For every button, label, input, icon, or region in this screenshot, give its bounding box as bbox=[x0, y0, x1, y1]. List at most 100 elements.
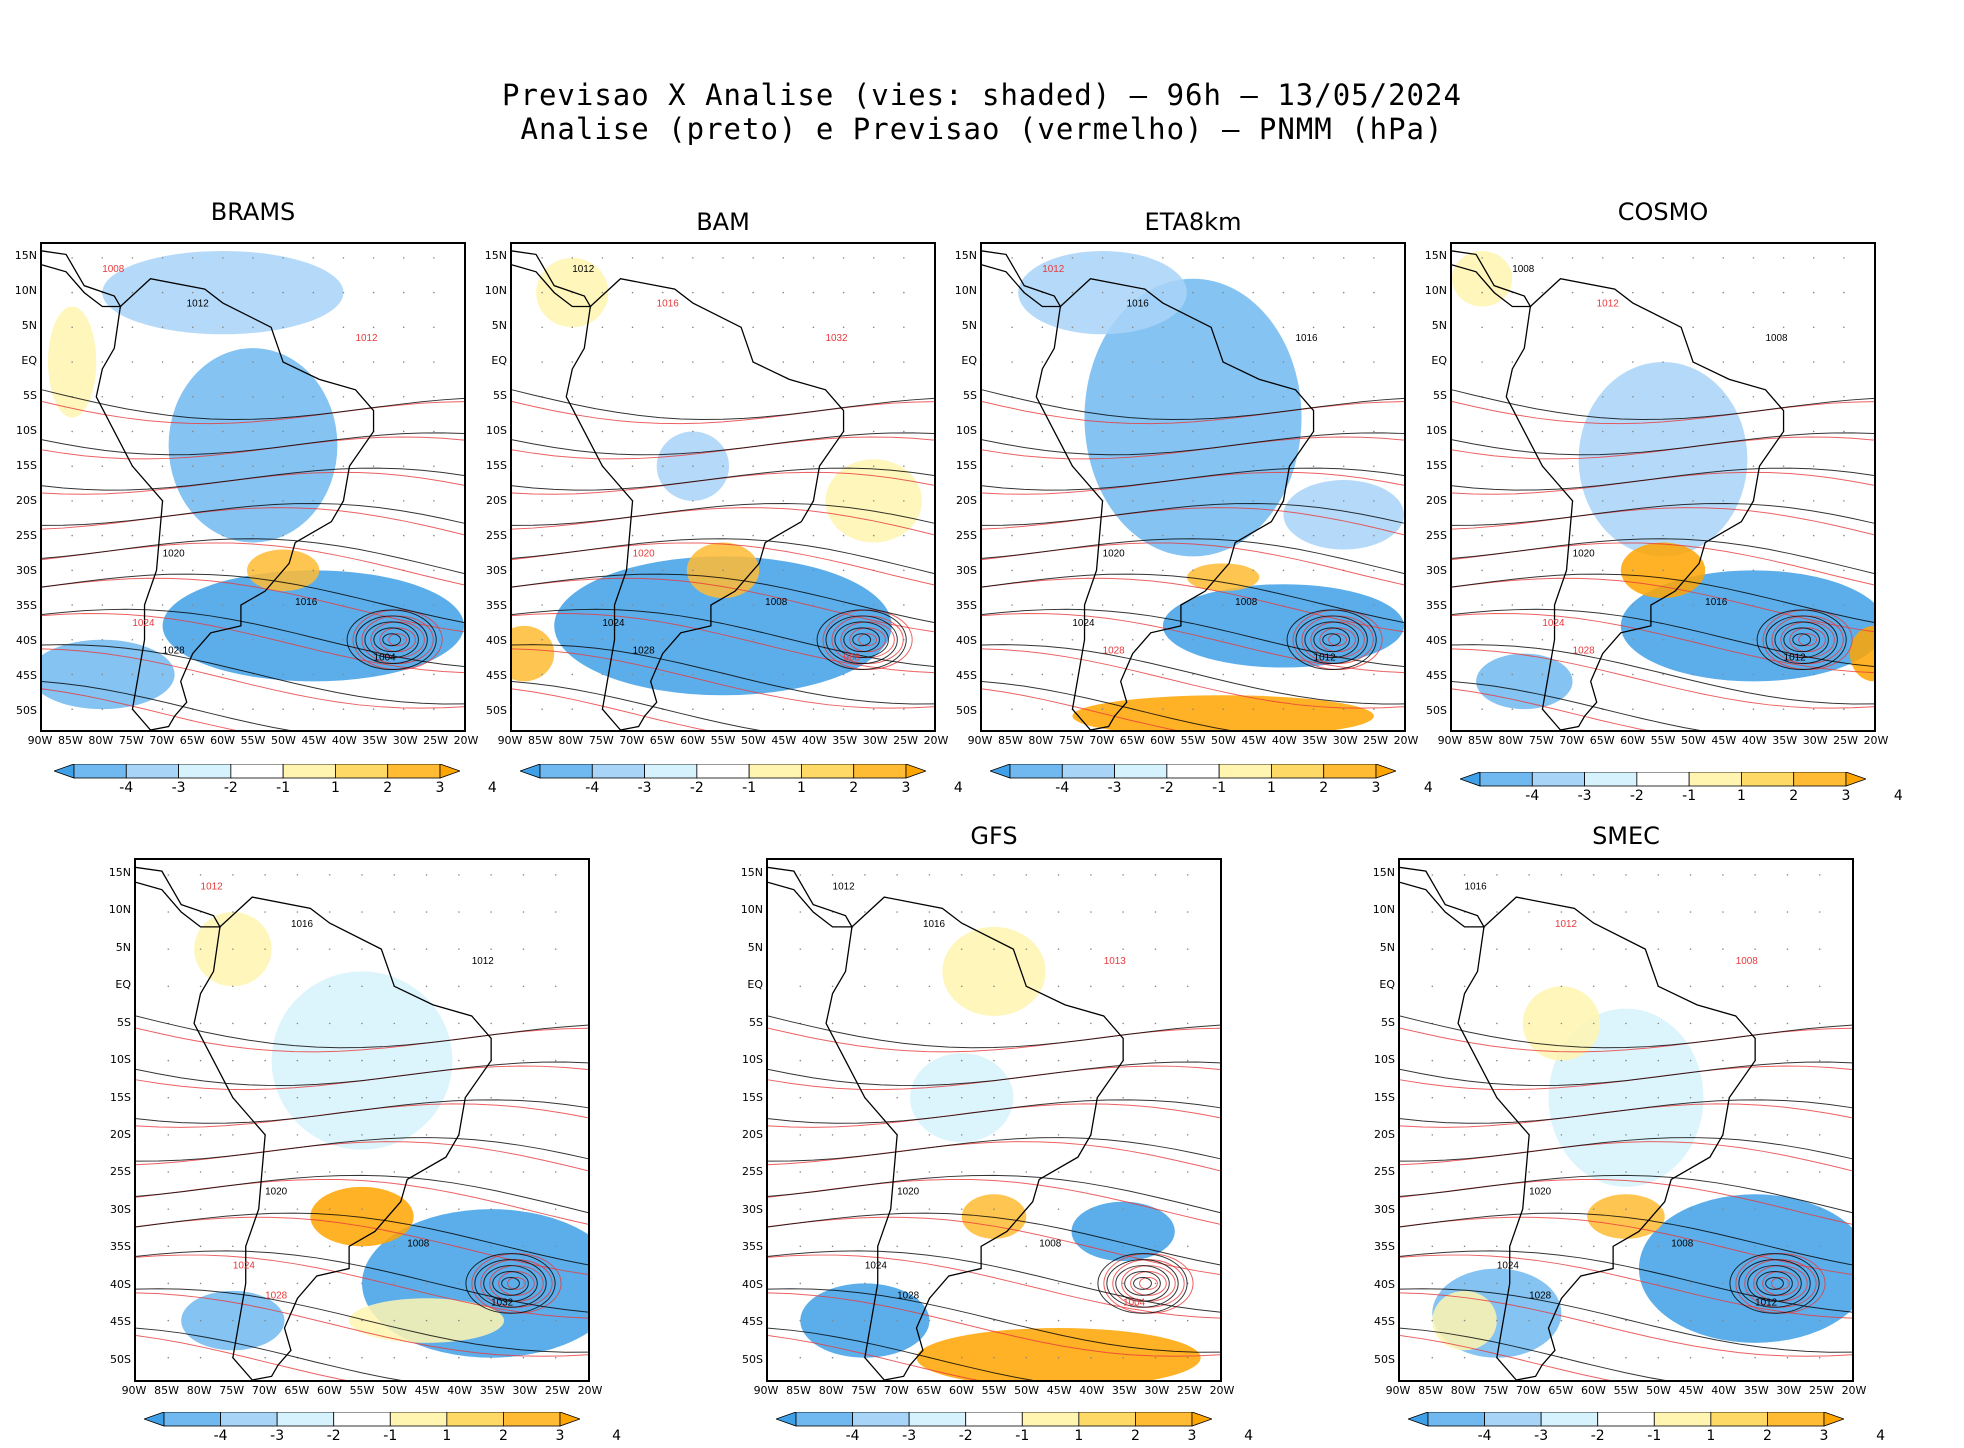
lat-tick-label: 20S bbox=[16, 494, 37, 507]
colorbar-label: -3 bbox=[902, 1428, 917, 1444]
forecast-low-contour bbox=[1771, 1276, 1790, 1290]
forecast-isobar bbox=[982, 648, 1404, 709]
lat-tick-label: 25S bbox=[1426, 529, 1447, 542]
central-america-coastline bbox=[512, 250, 592, 308]
colorbar-label: -3 bbox=[270, 1428, 285, 1444]
lon-tick-label: 25W bbox=[1363, 734, 1388, 747]
analysis-isobar bbox=[512, 432, 934, 456]
lat-tick-label: 5N bbox=[115, 940, 131, 954]
colorbar: -4 -3 -2 -1 1 2 3 4 bbox=[144, 1412, 621, 1448]
map-frame: 1012 1016 1008 1020 1024 1028 1012 1008 bbox=[1398, 858, 1854, 1382]
analysis-isobar bbox=[982, 608, 1404, 668]
lat-tick-label: 10N bbox=[740, 903, 763, 917]
lat-tick-label: 10S bbox=[956, 424, 977, 437]
analysis-isobar bbox=[512, 467, 934, 491]
panel-title: GFS bbox=[970, 822, 1018, 850]
lat-tick-label: 5N bbox=[747, 940, 763, 954]
lat-tick-label: 20S bbox=[1374, 1127, 1395, 1141]
contour-label: 1024 bbox=[1072, 618, 1095, 629]
panel-title: COSMO bbox=[1617, 198, 1709, 226]
lon-tick-label: 55W bbox=[1613, 1384, 1639, 1397]
lon-tick-label: 40W bbox=[1711, 1384, 1737, 1397]
analysis-isobar bbox=[982, 573, 1404, 623]
colorbar-label: -1 bbox=[1212, 780, 1227, 796]
forecast-isobar bbox=[1452, 688, 1647, 730]
contour-label: 1012 bbox=[572, 264, 595, 275]
forecast-isobar bbox=[768, 1335, 979, 1380]
colorbar-segment bbox=[908, 1412, 967, 1427]
central-america-coastline bbox=[42, 250, 122, 308]
lon-tick-label: 75W bbox=[219, 1384, 245, 1397]
colorbar-label: -4 bbox=[1525, 788, 1540, 804]
analysis-low-contour bbox=[501, 1276, 520, 1290]
colorbar-label: 1 bbox=[442, 1428, 452, 1444]
lon-tick-label: 85W bbox=[154, 1384, 179, 1397]
panel-title: BRAMS bbox=[210, 198, 296, 226]
colorbar-segment bbox=[852, 1412, 910, 1427]
analysis-low-contour bbox=[1286, 609, 1377, 670]
contour-label: 1016 bbox=[1705, 597, 1728, 608]
lon-tick-label: 35W bbox=[832, 734, 858, 747]
lon-tick-label: 70W bbox=[619, 734, 645, 747]
analysis-low-contour bbox=[1774, 621, 1829, 659]
lat-tick-label: 10N bbox=[108, 903, 131, 917]
analysis-isobar bbox=[136, 1288, 588, 1353]
lon-tick-label: 50W bbox=[1014, 1384, 1039, 1397]
colorbar: -4 -3 -2 -1 1 2 3 4 bbox=[1408, 1412, 1885, 1448]
lon-tick-label: 60W bbox=[1580, 1384, 1606, 1397]
analysis-low-contour bbox=[1304, 621, 1359, 659]
colorbar-label: 4 bbox=[1893, 788, 1903, 804]
pressure-field: 1012 1016 1008 1020 1024 1028 1012 1008 bbox=[1400, 866, 1852, 1380]
lat-tick-label: 20S bbox=[742, 1127, 763, 1141]
colorbar-label: 1 bbox=[1074, 1428, 1084, 1444]
contour-label: 1008 bbox=[1512, 264, 1535, 275]
contour-label: 1012 bbox=[1555, 919, 1578, 930]
contour-label: 1028 bbox=[163, 646, 186, 657]
colorbar-segment bbox=[389, 1412, 448, 1427]
colorbar-segment bbox=[1009, 764, 1063, 779]
contour-label: 1012 bbox=[1784, 653, 1807, 664]
analysis-isobar bbox=[1400, 1061, 1852, 1087]
contour-label: 1012 bbox=[201, 882, 224, 893]
colorbar-segment bbox=[1484, 1412, 1542, 1427]
lat-tick-label: 40S bbox=[956, 634, 977, 647]
contour-label: 1020 bbox=[897, 1186, 920, 1197]
colorbar-segment bbox=[1531, 772, 1585, 787]
colorbar-segment bbox=[1166, 764, 1220, 779]
lat-tick-label: EQ bbox=[21, 354, 37, 367]
colorbar-label: 2 bbox=[1130, 1428, 1140, 1444]
lat-tick-label: 10N bbox=[1424, 284, 1447, 297]
lat-tick-label: 10S bbox=[110, 1053, 131, 1067]
contour-label: 1004 bbox=[1123, 1298, 1146, 1309]
analysis-isobar bbox=[1452, 502, 1874, 526]
lon-tick-label: 75W bbox=[588, 734, 614, 747]
bias-shading bbox=[1620, 570, 1874, 682]
lon-tick-label: 25W bbox=[893, 734, 918, 747]
lon-tick-label: 55W bbox=[710, 734, 736, 747]
contour-label: 1020 bbox=[1103, 548, 1126, 559]
lon-tick-label: 90W bbox=[497, 734, 523, 747]
forecast-isobar bbox=[982, 613, 1404, 674]
colorbar-segment bbox=[539, 764, 593, 779]
lon-tick-label: 85W bbox=[1418, 1384, 1443, 1397]
lat-tick-label: 40S bbox=[1426, 634, 1447, 647]
bias-shading bbox=[1578, 362, 1748, 557]
analysis-low-contour bbox=[825, 615, 898, 665]
lon-tick-label: 35W bbox=[1302, 734, 1328, 747]
lon-tick-label: 50W bbox=[270, 734, 296, 747]
lat-tick-label: 5N bbox=[21, 319, 37, 332]
lon-tick-label: 70W bbox=[1515, 1384, 1541, 1397]
colorbar-segment bbox=[644, 764, 698, 779]
analysis-isobar bbox=[42, 608, 464, 668]
lon-tick-label: 75W bbox=[851, 1384, 877, 1397]
lat-tick-label: 50S bbox=[1374, 1352, 1395, 1366]
lat-tick-label: 40S bbox=[742, 1277, 763, 1291]
forecast-isobar bbox=[982, 507, 1404, 536]
colorbar-segment bbox=[1078, 1412, 1136, 1427]
forecast-low-contour bbox=[1762, 1271, 1799, 1296]
analysis-isobar bbox=[136, 1015, 588, 1049]
lon-tick-label: 20W bbox=[1209, 1384, 1235, 1397]
contour-label: 1032 bbox=[491, 1298, 514, 1309]
analysis-isobar bbox=[1452, 644, 1874, 705]
forecast-isobar bbox=[42, 613, 464, 674]
